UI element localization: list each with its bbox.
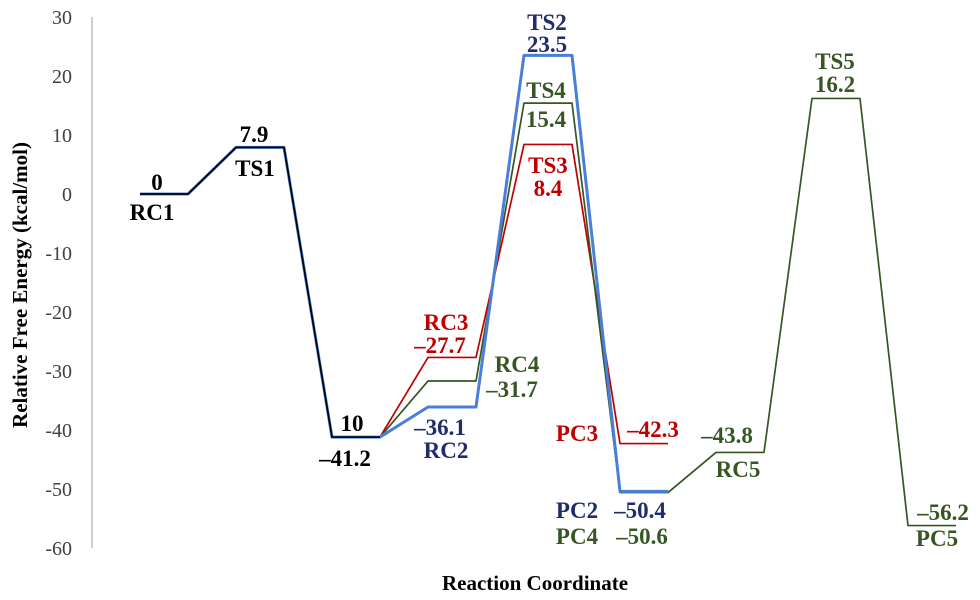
y-tick-label: -30 (45, 361, 72, 383)
data-label: 8.4 (534, 176, 563, 201)
data-label: RC5 (716, 457, 761, 482)
data-label: –50.4 (613, 498, 666, 523)
data-label: PC2 (556, 498, 598, 523)
data-label: TS3 (528, 153, 568, 178)
data-label: 0 (151, 170, 163, 195)
x-axis-title: Reaction Coordinate (442, 571, 628, 595)
energy-path-series-0 (332, 143, 668, 445)
data-label: –42.3 (626, 417, 679, 442)
data-label: –36.1 (413, 415, 466, 440)
data-label: PC3 (556, 421, 598, 446)
data-label: RC2 (424, 438, 469, 463)
data-label: TS1 (235, 156, 275, 181)
data-label: TS2 (527, 10, 567, 35)
data-label: 16.2 (815, 72, 855, 97)
data-label: –50.6 (615, 524, 668, 549)
y-tick-label: 30 (52, 7, 72, 29)
data-label: RC1 (130, 200, 175, 225)
data-label: 23.5 (527, 32, 567, 57)
data-label: –43.8 (700, 423, 753, 448)
y-tick-label: -60 (45, 538, 72, 560)
data-label: –27.7 (413, 333, 466, 358)
data-label: TS5 (815, 49, 855, 74)
y-tick-label: -10 (45, 243, 72, 265)
data-label: TS4 (526, 78, 566, 103)
data-label: 15.4 (526, 107, 567, 132)
data-label: PC5 (916, 526, 958, 551)
data-label: –31.7 (485, 377, 538, 402)
data-label: PC4 (556, 524, 599, 549)
data-label: –56.2 (916, 500, 969, 525)
y-tick-label: 0 (62, 184, 72, 206)
data-label: RC4 (495, 352, 540, 377)
data-label: 10 (341, 411, 364, 436)
y-tick-label: 10 (52, 125, 72, 147)
data-label: 7.9 (240, 122, 269, 147)
data-label: RC3 (424, 310, 469, 335)
y-tick-label: -50 (45, 479, 72, 501)
data-label: –41.2 (318, 446, 371, 471)
y-tick-label: -40 (45, 420, 72, 442)
y-tick-label: 20 (52, 66, 72, 88)
y-axis-title: Relative Free Energy (kcal/mol) (8, 142, 32, 428)
y-tick-label: -20 (45, 302, 72, 324)
energy-path-series-3 (140, 146, 380, 438)
